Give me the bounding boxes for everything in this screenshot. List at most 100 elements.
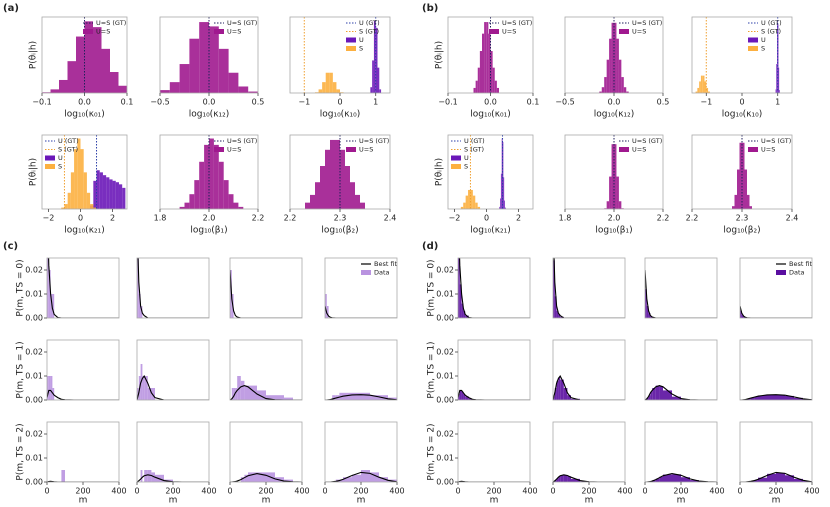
plot-area bbox=[460, 135, 506, 209]
x-axis-label: log₁₀(κ₁₀) bbox=[320, 110, 360, 120]
histogram-bar bbox=[355, 194, 360, 209]
fit-line bbox=[137, 258, 209, 318]
histogram-bar bbox=[776, 64, 777, 93]
histogram-bar bbox=[459, 390, 462, 400]
histogram-bar bbox=[742, 142, 745, 209]
histogram-bar bbox=[372, 60, 374, 93]
histogram-bar bbox=[785, 395, 794, 400]
x-axis-label: m bbox=[357, 496, 366, 506]
histogram-bar bbox=[50, 89, 59, 93]
histogram-bar bbox=[563, 388, 568, 400]
histogram-bar bbox=[160, 90, 170, 93]
histogram-bar bbox=[340, 149, 345, 209]
legend-label: U=S bbox=[96, 28, 110, 36]
histogram-bar bbox=[332, 82, 337, 93]
x-tick-label: 200 bbox=[581, 487, 596, 496]
fit-line bbox=[325, 305, 397, 318]
histogram-bar bbox=[556, 478, 559, 482]
histogram-bar bbox=[741, 315, 744, 318]
legend-swatch bbox=[451, 155, 461, 161]
histogram-bar bbox=[567, 476, 571, 482]
histogram-bar bbox=[326, 306, 329, 318]
histogram-bar bbox=[482, 33, 485, 93]
histogram-bar bbox=[611, 144, 614, 209]
plot-area bbox=[473, 17, 499, 93]
histogram-bar bbox=[609, 38, 612, 93]
histogram-bar bbox=[218, 48, 229, 93]
x-tick-label: 0 bbox=[484, 214, 489, 223]
histogram-bar bbox=[213, 144, 219, 209]
histogram-bar bbox=[138, 294, 141, 318]
x-tick-label: 0 bbox=[550, 487, 555, 496]
histogram-bar bbox=[169, 82, 180, 93]
axes-frame bbox=[229, 257, 303, 319]
histogram-bar bbox=[209, 26, 219, 93]
x-tick-label: 0.0 bbox=[484, 98, 497, 107]
y-tick-label: 0.00 bbox=[436, 478, 454, 487]
legend-label: U bbox=[359, 36, 364, 44]
y-axis-label: P(m, TS = 2) bbox=[16, 423, 26, 480]
histogram-bar bbox=[468, 189, 471, 209]
x-tick-label: 400 bbox=[294, 487, 309, 496]
axes-frame bbox=[136, 257, 210, 319]
histogram-bar bbox=[47, 376, 49, 400]
x-axis-label: m bbox=[262, 496, 271, 506]
x-tick-label: 0 bbox=[227, 487, 232, 496]
panel-label: (d) bbox=[422, 241, 438, 252]
x-tick-label: 0.5 bbox=[657, 98, 670, 107]
panel-label: (b) bbox=[422, 3, 438, 14]
x-axis-label: log₁₀(κ₁₀) bbox=[722, 110, 762, 120]
axes-frame bbox=[457, 421, 531, 483]
histogram-bar bbox=[486, 22, 489, 93]
histogram-bar bbox=[623, 87, 627, 93]
histogram-bar bbox=[501, 138, 503, 209]
axes-frame bbox=[457, 339, 531, 401]
histogram-bar bbox=[315, 182, 320, 209]
histogram-bar bbox=[626, 91, 629, 93]
histogram-bar bbox=[601, 87, 605, 93]
plot-area bbox=[137, 364, 209, 400]
legend-label: U=S (GT) bbox=[761, 137, 791, 145]
histogram-bar bbox=[479, 51, 482, 93]
histogram-bar bbox=[614, 144, 617, 209]
legend-swatch bbox=[748, 147, 758, 152]
legend-swatch bbox=[451, 164, 461, 169]
histogram-bar bbox=[794, 397, 803, 400]
x-tick-label: 400 bbox=[709, 487, 724, 496]
histogram-bar bbox=[776, 394, 785, 400]
histogram-bar bbox=[248, 385, 257, 400]
histogram-bar bbox=[571, 398, 580, 400]
x-tick-label: 2.2 bbox=[284, 214, 297, 223]
histogram-bar bbox=[106, 177, 110, 209]
plot-area bbox=[137, 258, 209, 318]
histogram-bar bbox=[179, 64, 190, 93]
histogram-bar bbox=[465, 396, 469, 400]
x-tick-label: 0 bbox=[737, 487, 742, 496]
y-tick-label: 0.01 bbox=[436, 290, 454, 299]
histogram-bar bbox=[233, 202, 239, 209]
y-tick-label: 0.02 bbox=[25, 430, 43, 439]
plot-area bbox=[325, 392, 397, 400]
histogram-bar bbox=[558, 314, 561, 318]
histogram-bar bbox=[618, 59, 622, 93]
axes-frame bbox=[552, 421, 626, 483]
plot-area bbox=[325, 470, 397, 482]
histogram-bar bbox=[504, 200, 505, 209]
histogram-bar bbox=[743, 316, 746, 318]
legend-label: U=S (GT) bbox=[96, 19, 126, 27]
histogram-bar bbox=[739, 142, 742, 209]
histogram-bar bbox=[102, 175, 107, 209]
axes-frame bbox=[644, 421, 718, 483]
plot-area bbox=[458, 389, 530, 400]
x-tick-label: 1 bbox=[373, 98, 378, 107]
histogram-bar bbox=[775, 89, 777, 93]
histogram-bar bbox=[794, 478, 803, 482]
histogram-bar bbox=[93, 27, 102, 93]
histogram-bar bbox=[137, 258, 139, 318]
y-axis-label: P(m, TS = 2) bbox=[427, 423, 437, 480]
histogram-bar bbox=[50, 294, 53, 318]
histogram-bar bbox=[118, 85, 127, 93]
histogram-bar bbox=[140, 470, 143, 482]
histogram-bar bbox=[606, 201, 610, 209]
x-axis-label: log₁₀(κ₁₂) bbox=[594, 110, 634, 120]
